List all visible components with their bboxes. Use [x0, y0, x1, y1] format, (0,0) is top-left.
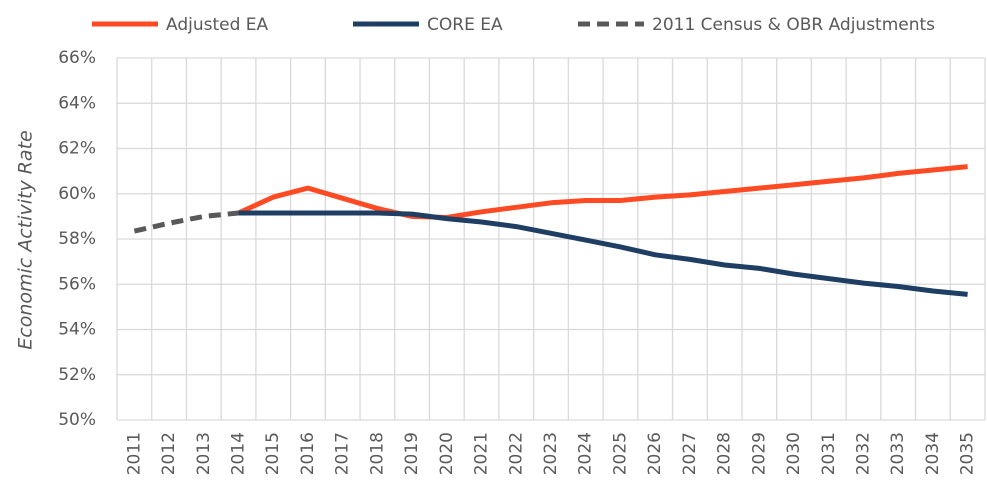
x-tick-label: 2021 [472, 432, 492, 475]
x-tick-label: 2017 [333, 432, 353, 475]
x-tick-label: 2014 [229, 432, 249, 475]
x-tick-label: 2026 [645, 432, 665, 475]
x-tick-label: 2028 [715, 432, 735, 475]
y-tick-label: 64% [58, 93, 96, 113]
x-tick-label: 2034 [923, 432, 943, 475]
y-tick-label: 50% [58, 410, 96, 430]
y-tick-label: 54% [58, 320, 96, 340]
x-tick-label: 2018 [367, 432, 387, 475]
x-tick-label: 2019 [402, 432, 422, 475]
x-tick-label: 2024 [576, 432, 596, 475]
legend-label: 2011 Census & OBR Adjustments [652, 15, 935, 35]
y-tick-label: 58% [58, 229, 96, 249]
y-tick-label: 62% [58, 139, 96, 159]
x-tick-label: 2012 [159, 432, 179, 475]
x-tick-label: 2022 [506, 432, 526, 475]
y-tick-label: 52% [58, 365, 96, 385]
series-line [237, 164, 968, 220]
x-tick-label: 2015 [263, 432, 283, 475]
x-tick-label: 2011 [124, 432, 144, 475]
x-tick-label: 2032 [853, 432, 873, 475]
x-tick-label: 2013 [194, 432, 214, 475]
y-tick-label: 66% [58, 48, 96, 68]
x-tick-label: 2023 [541, 432, 561, 475]
x-tick-label: 2020 [437, 432, 457, 475]
x-tick-label: 2016 [298, 432, 318, 475]
x-tick-label: 2031 [819, 432, 839, 475]
legend-label: CORE EA [427, 15, 503, 35]
y-tick-label: 60% [58, 184, 96, 204]
x-tick-label: 2027 [680, 432, 700, 475]
series-line [238, 210, 968, 297]
x-tick-label: 2030 [784, 432, 804, 475]
x-tick-label: 2033 [888, 432, 908, 475]
legend-label: Adjusted EA [166, 15, 269, 35]
x-tick-label: 2035 [958, 432, 978, 475]
x-tick-label: 2025 [610, 432, 630, 475]
y-axis-title: Economic Activity Rate [15, 130, 37, 349]
x-tick-label: 2029 [749, 432, 769, 475]
y-tick-label: 56% [58, 274, 96, 294]
